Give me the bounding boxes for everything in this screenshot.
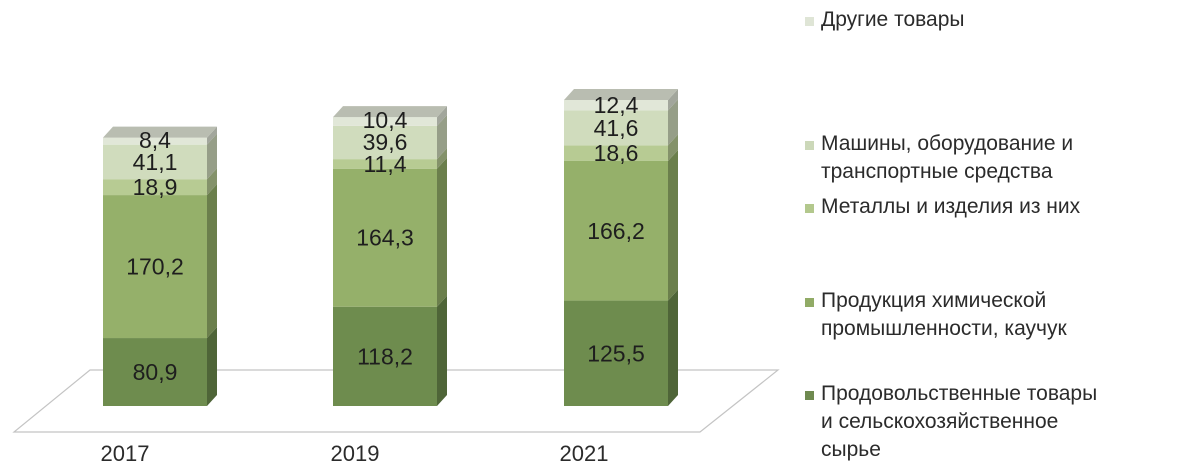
bar-segment-side — [437, 295, 447, 406]
bar-segment — [564, 160, 668, 301]
x-tick-label: 2017 — [101, 441, 150, 466]
bar-group: 80,9 170,2 18,941,18,4 118,2 164,3 11,439,610… — [103, 88, 678, 406]
data-label: 41,1 — [133, 149, 178, 175]
bar-segment-side — [207, 168, 217, 196]
legend-label-other: Другие товары — [821, 8, 965, 31]
bar-segment-side — [207, 133, 217, 180]
bar-segment-side — [207, 126, 217, 145]
legend-swatch-chemicals — [805, 298, 814, 307]
legend-label-food: Продовольственные товары и сельскохозяйс… — [821, 382, 1098, 461]
bar-stack-2021: 125,5 166,2 18,641,612,4 — [564, 88, 678, 406]
bar-segment — [103, 338, 207, 406]
data-label: 164,3 — [356, 225, 414, 251]
bar-segment — [333, 117, 437, 126]
bar-segment — [333, 168, 437, 307]
bar-segment — [103, 195, 207, 339]
bar-segment — [333, 125, 437, 160]
legend-item-metals: Металлы и изделия из них — [805, 193, 1080, 221]
stacked-bar-chart: 80,9 170,2 18,941,18,4 118,2 164,3 11,439,610… — [12, 88, 780, 466]
data-label: 166,2 — [587, 218, 645, 244]
bar-segment-side — [437, 114, 447, 160]
data-label: 18,9 — [133, 174, 178, 200]
legend-swatch-other — [805, 17, 814, 26]
bar-segment — [564, 99, 668, 111]
legend-swatch-machinery — [805, 141, 814, 150]
data-label: 11,4 — [363, 151, 406, 177]
legend-label-machinery: Машины, оборудование и транспортные сред… — [821, 132, 1074, 183]
legend: Другие товары Машины, оборудование и тра… — [805, 0, 1180, 471]
data-label: 125,5 — [587, 340, 645, 366]
chart-floor — [12, 369, 780, 433]
legend-label-metals: Металлы и изделия из них — [821, 195, 1081, 218]
bar-top-face — [333, 106, 447, 118]
bar-segment-side — [437, 106, 447, 126]
data-label: 170,2 — [126, 254, 184, 280]
legend-item-food: Продовольственные товары и сельскохозяйс… — [805, 380, 1097, 464]
data-label: 10,4 — [363, 107, 408, 133]
data-label: 41,6 — [594, 115, 639, 141]
bar-segment — [333, 306, 437, 406]
bar-top-face — [103, 126, 217, 138]
data-label: 80,9 — [133, 359, 178, 385]
data-label: 118,2 — [357, 343, 413, 369]
bar-segment-side — [437, 148, 447, 169]
x-tick-label: 2019 — [331, 441, 380, 466]
data-label: 12,4 — [594, 92, 639, 118]
legend-swatch-food — [805, 391, 814, 400]
bar-segment — [103, 137, 207, 145]
bar-segment — [564, 145, 668, 161]
bar-segment-side — [668, 289, 678, 406]
bar-segment-side — [437, 157, 447, 307]
bar-segment-side — [668, 88, 678, 111]
bar-segment — [564, 300, 668, 406]
data-label: 39,6 — [363, 129, 408, 155]
legend-swatch-metals — [805, 204, 814, 213]
data-label: 8,4 — [139, 127, 171, 153]
bar-top-face — [564, 88, 678, 100]
bar-segment-side — [207, 184, 217, 339]
bar-segment — [333, 159, 437, 169]
bar-segment — [103, 179, 207, 196]
bar-stack-2019: 118,2 164,3 11,439,610,4 — [333, 106, 447, 406]
bar-stack-2017: 80,9 170,2 18,941,18,4 — [103, 126, 217, 406]
bar-segment — [564, 110, 668, 146]
bar-segment-side — [207, 327, 217, 406]
legend-label-chemicals: Продукция химической промышленности, кау… — [821, 289, 1067, 340]
legend-item-machinery: Машины, оборудование и транспортные сред… — [805, 130, 1073, 186]
bar-segment-side — [668, 99, 678, 146]
legend-item-other: Другие товары — [805, 6, 965, 34]
bar-segment — [103, 144, 207, 180]
x-tick-label: 2021 — [560, 441, 609, 466]
legend-item-chemicals: Продукция химической промышленности, кау… — [805, 287, 1067, 343]
x-axis-ticks: 2017 2019 2021 — [101, 441, 609, 466]
bar-segment-side — [668, 134, 678, 161]
bar-segment-side — [668, 149, 678, 301]
data-label: 18,6 — [594, 140, 639, 166]
